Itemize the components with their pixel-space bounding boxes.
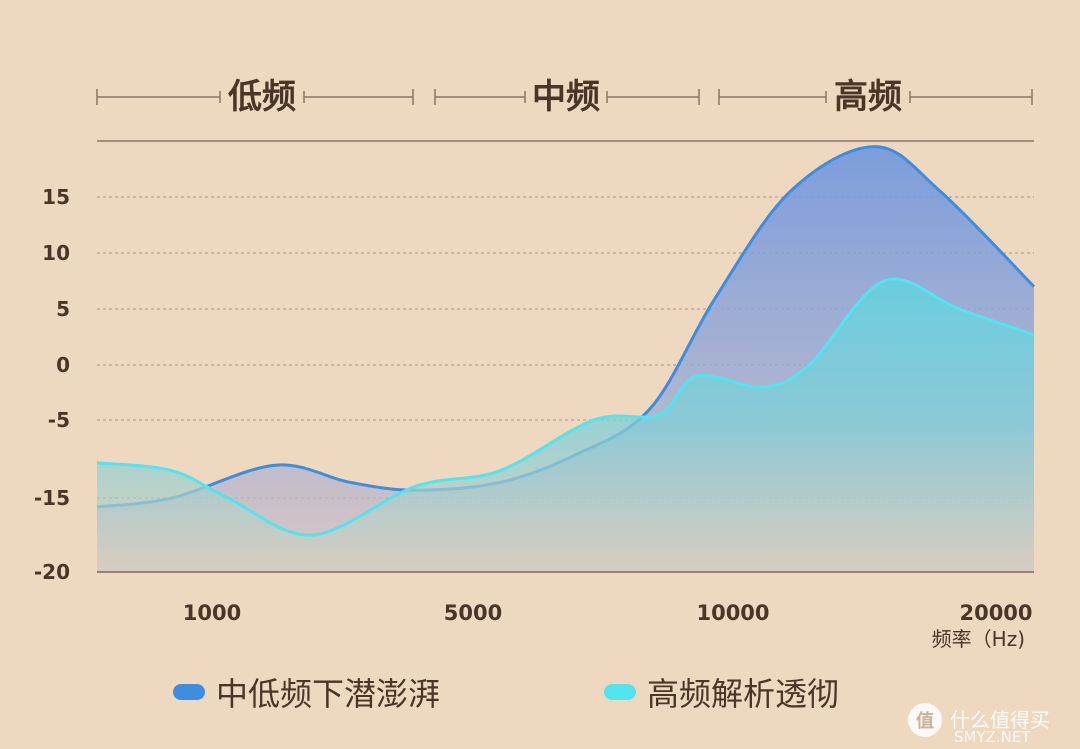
y-ticks: 15 10 5 0 -5 -15 -20 [34,185,70,584]
zhi-icon [908,703,942,737]
legend-label-high: 高频解析透彻 [647,675,839,713]
band-label-mid: 中频 [532,77,600,117]
y-tick-label: 10 [42,241,70,265]
x-tick-label: 5000 [444,601,502,625]
legend-swatch-high [604,684,636,700]
y-tick-label: 15 [42,185,70,209]
plot-areas [96,145,1036,572]
series-high-line [96,277,1035,537]
svg-text:值: 值 [916,710,934,732]
watermark: 值 什么值得买 SMYZ.NET [908,703,1050,746]
y-tick-label: -15 [34,486,70,510]
legend: 中低频下潜澎湃 高频解析透彻 [173,675,839,713]
legend-swatch-low [173,684,205,700]
watermark-site: SMYZ.NET [954,728,1031,746]
band-label-low: 低频 [228,77,296,117]
band-brackets [96,89,1033,105]
x-axis-label: 频率（Hz) [932,627,1025,651]
series-high-area [97,279,1034,572]
x-tick-label: 1000 [183,601,241,625]
legend-label-low: 中低频下潜澎湃 [216,675,440,713]
x-tick-label: 10000 [696,601,769,625]
y-tick-label: -20 [34,560,70,584]
y-tick-label: 0 [56,353,70,377]
x-tick-label: 20000 [959,601,1032,625]
y-tick-label: 5 [56,297,70,321]
y-tick-label: -5 [48,408,70,432]
watermark-text: 什么值得买 [950,708,1050,732]
band-label-high: 高频 [834,77,902,117]
